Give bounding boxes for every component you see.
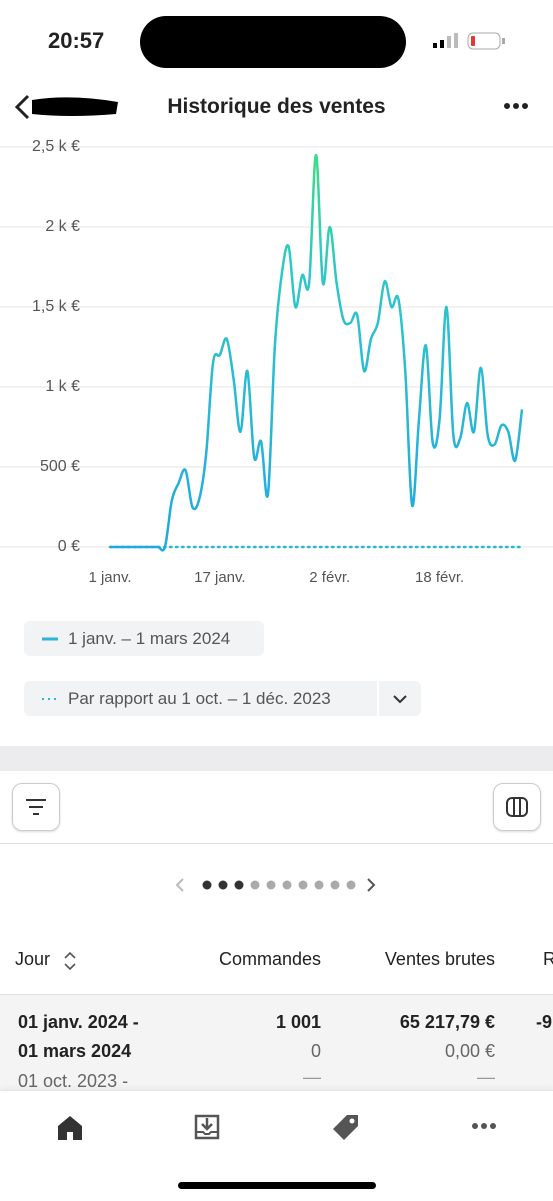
filter-button[interactable] xyxy=(12,783,60,831)
home-indicator xyxy=(178,1182,376,1189)
y-tick-label: 0 € xyxy=(58,538,80,555)
table: Jour Commandes Ventes brutes R 01 janv. … xyxy=(0,935,553,1090)
cell: -9 xyxy=(536,1012,553,1032)
y-tick-label: 2 k € xyxy=(45,218,80,235)
cell: 01 janv. 2024 - xyxy=(18,1012,139,1032)
legend-swatch xyxy=(42,637,58,640)
y-tick-label: 500 € xyxy=(40,458,80,475)
pager[interactable] xyxy=(165,873,385,897)
y-tick-label: 1,5 k € xyxy=(32,298,80,315)
column-header[interactable]: R xyxy=(543,949,553,969)
status-icons xyxy=(433,32,505,50)
cell: 1 001 xyxy=(275,1012,321,1032)
cell: — xyxy=(477,1067,495,1087)
nav-more[interactable] xyxy=(470,1121,498,1131)
page-title: Historique des ventes xyxy=(167,95,386,118)
legend-swatch xyxy=(42,697,58,700)
back-button[interactable] xyxy=(10,92,125,122)
y-tick-label: 2,5 k € xyxy=(32,138,80,155)
cell: 65 217,79 € xyxy=(399,1012,495,1032)
column-header[interactable]: Commandes xyxy=(218,949,321,969)
column-header[interactable]: Jour xyxy=(15,949,51,969)
cell: 0 xyxy=(310,1041,321,1061)
nav-products[interactable] xyxy=(331,1113,361,1143)
nav-home[interactable] xyxy=(56,1115,84,1141)
cell: — xyxy=(303,1067,321,1087)
divider xyxy=(0,843,553,844)
legend-item[interactable]: 1 janv. – 1 mars 2024 xyxy=(24,621,264,656)
cell: 01 oct. 2023 - xyxy=(18,1071,129,1090)
legend-label: Par rapport au 1 oct. – 1 déc. 2023 xyxy=(68,688,331,708)
x-tick-label: 2 févr. xyxy=(309,569,350,586)
legend-item[interactable]: Par rapport au 1 oct. – 1 déc. 2023 xyxy=(24,681,421,716)
chart: 0 € 500 € 1 k € 1,5 k € 2 k € 2,5 k € 1 janv. 1… xyxy=(0,138,553,586)
bottom-nav xyxy=(0,1090,553,1201)
summary-row xyxy=(0,994,553,1090)
legend-label: 1 janv. – 1 mars 2024 xyxy=(68,628,231,648)
columns-button[interactable] xyxy=(493,783,541,831)
nav-orders[interactable] xyxy=(193,1113,221,1141)
x-tick-label: 17 janv. xyxy=(194,569,245,586)
separator xyxy=(0,746,553,771)
more-button[interactable] xyxy=(502,100,532,112)
y-tick-label: 1 k € xyxy=(45,378,80,395)
cell: 01 mars 2024 xyxy=(18,1041,132,1061)
legend-dropdown[interactable] xyxy=(377,681,421,716)
cell: 0,00 € xyxy=(444,1041,495,1061)
x-tick-label: 1 janv. xyxy=(88,569,131,586)
series-line xyxy=(109,153,524,552)
status-time: 20:57 xyxy=(48,28,105,53)
column-header[interactable]: Ventes brutes xyxy=(384,949,495,969)
x-tick-label: 18 févr. xyxy=(415,569,464,586)
dynamic-island xyxy=(140,16,406,68)
